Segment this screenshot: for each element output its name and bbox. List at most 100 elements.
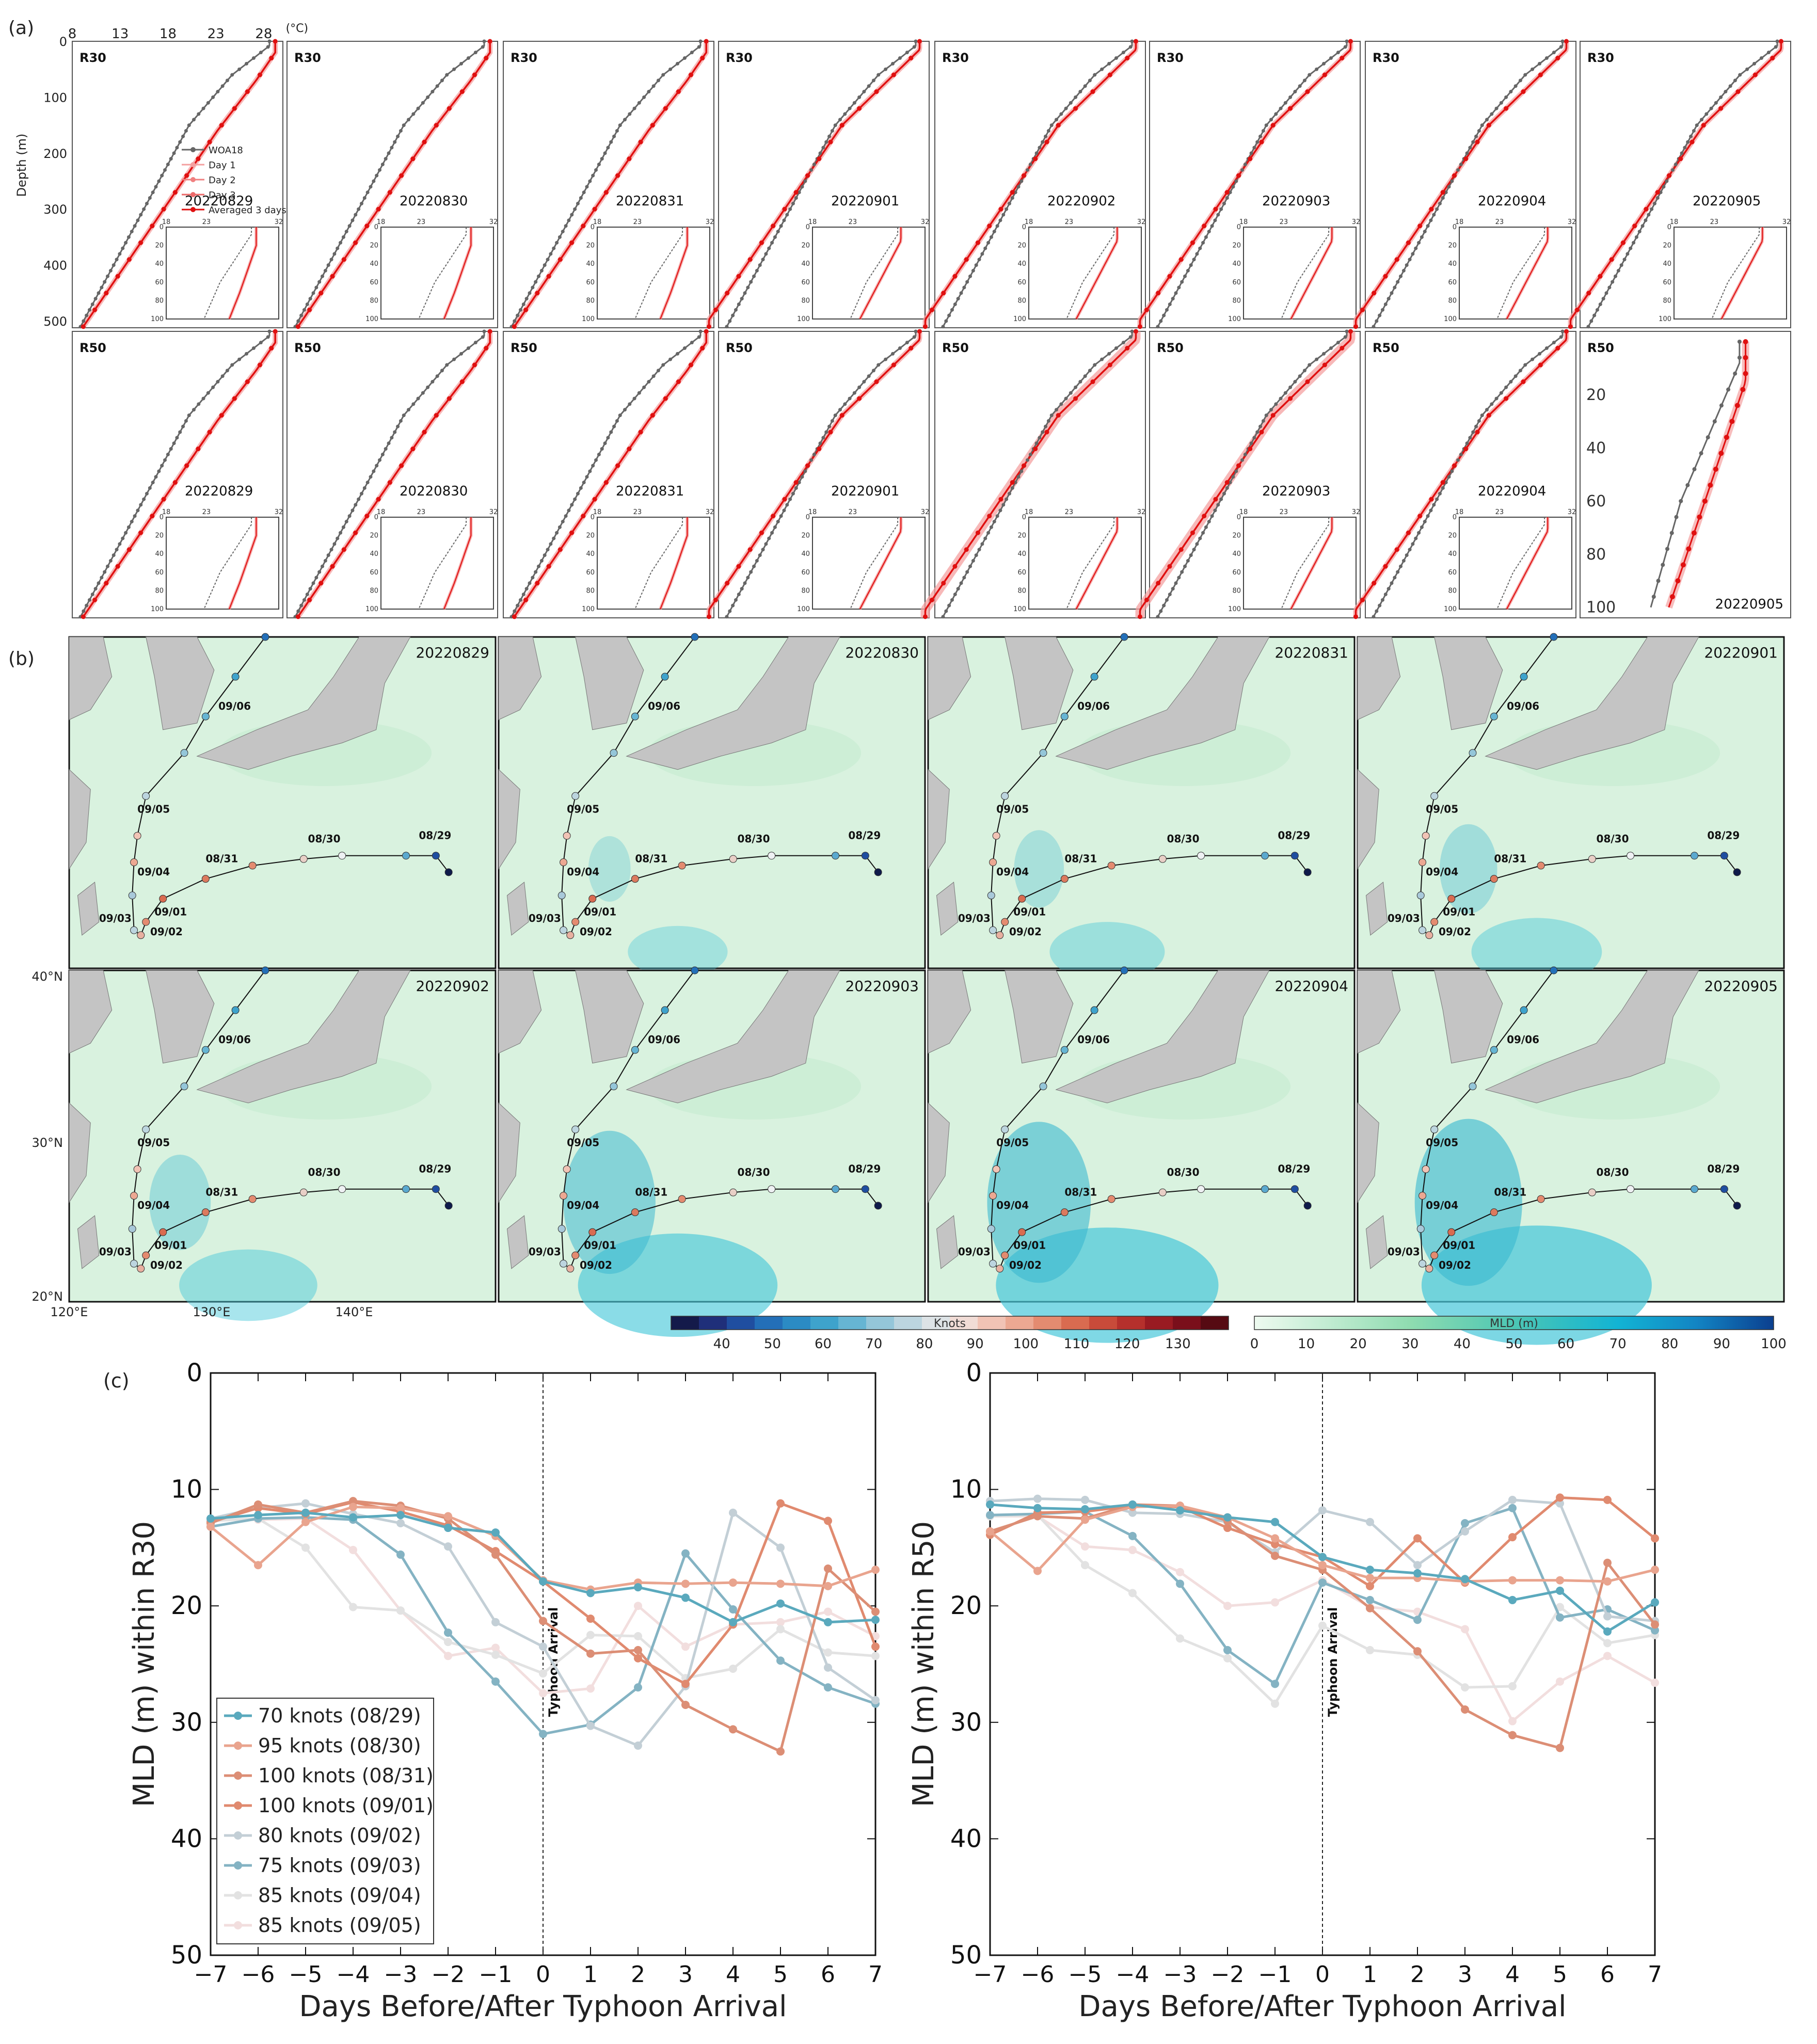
depth-tick-label: 300: [43, 202, 67, 217]
profile-row-label: R30: [1157, 51, 1184, 65]
series-point: [301, 1499, 310, 1508]
woa18-marker: [947, 313, 951, 317]
typhoon-arrival-annotation: Typhoon Arrival: [1326, 1607, 1340, 1717]
inset-depth-tick: 40: [801, 550, 810, 558]
woa18-marker: [87, 308, 91, 312]
averaged-marker: [592, 497, 597, 502]
woa18-marker: [1249, 441, 1253, 445]
zoom-depth-tick: 80: [1586, 546, 1606, 564]
series-point: [824, 1683, 832, 1692]
inset-depth-tick: 40: [1017, 550, 1026, 558]
typhoon-track-point: [557, 891, 566, 900]
typhoon-track-point: [261, 966, 269, 975]
woa18-marker: [557, 235, 562, 239]
woa18-marker: [600, 157, 604, 161]
typhoon-track-point: [1430, 918, 1439, 926]
woa18-marker: [411, 402, 416, 406]
y-tick-label: 50: [171, 1941, 202, 1970]
averaged-marker: [1586, 291, 1591, 296]
woa18-marker: [1156, 615, 1160, 619]
woa18-marker: [1019, 179, 1024, 183]
inset-woa18-line: [850, 517, 899, 610]
woa18-marker: [1049, 413, 1054, 418]
knots-colorbar-cell: [727, 1316, 755, 1330]
woa18-marker: [1093, 363, 1097, 367]
typhoon-track-point: [588, 1228, 597, 1236]
averaged-marker: [874, 379, 879, 385]
woa18-marker: [561, 520, 565, 524]
inset-averaged-line: [859, 227, 902, 320]
woa18-marker: [1513, 84, 1518, 88]
inset-depth-tick: 40: [155, 550, 164, 558]
legend-entry: 85 knots (09/04): [258, 1884, 421, 1907]
map-date: 20220831: [1274, 644, 1348, 661]
series-point: [539, 1617, 547, 1625]
typhoon-track-point: [1158, 1188, 1167, 1196]
woa18-marker: [431, 380, 435, 384]
x-axis-title: Days Before/After Typhoon Arrival: [299, 1990, 787, 2023]
woa18-marker: [1038, 146, 1042, 150]
woa18-marker: [518, 308, 522, 312]
typhoon-track-point: [1520, 673, 1528, 681]
series-point: [1176, 1506, 1184, 1515]
woa18-marker: [1114, 56, 1118, 60]
averaged-marker: [713, 597, 718, 602]
series-point: [1081, 1561, 1089, 1570]
woa18-marker: [1372, 615, 1376, 619]
woa18-marker: [567, 508, 571, 513]
averaged-marker: [581, 223, 586, 229]
woa18-marker: [791, 201, 795, 205]
woa18-marker: [1447, 475, 1451, 479]
series-group: [986, 1500, 1659, 1636]
woa18-marker: [1298, 374, 1302, 378]
averaged-marker: [1440, 190, 1445, 195]
land-taiwan: [77, 1215, 100, 1269]
woa18-marker: [1647, 213, 1651, 217]
averaged-marker: [434, 413, 439, 418]
woa18-marker: [950, 308, 954, 312]
inset-woa18-line: [1496, 227, 1545, 320]
woa18-marker: [1100, 67, 1104, 71]
series-point: [349, 1603, 357, 1611]
woa18-marker: [1252, 146, 1256, 150]
woa18-marker: [1210, 514, 1214, 518]
woa18-marker: [959, 581, 963, 585]
latitude-label: 40°N: [32, 969, 63, 984]
woa18-marker: [1662, 185, 1666, 189]
woa18-marker: [803, 179, 807, 183]
knots-colorbar-tick: 130: [1165, 1336, 1191, 1352]
series-point: [1223, 1646, 1232, 1654]
typhoon-track-point: [1422, 1165, 1430, 1173]
woa18-marker: [416, 106, 420, 110]
averaged-marker: [839, 413, 844, 418]
averaged-marker: [104, 291, 109, 296]
woa18-marker: [1408, 258, 1412, 262]
y-tick-label: 40: [171, 1824, 202, 1853]
series-point: [1128, 1531, 1137, 1540]
woa18-marker: [1695, 123, 1699, 127]
inset-averaged-line: [1076, 227, 1118, 320]
woa18-marker: [1216, 213, 1220, 217]
woa18-marker: [632, 396, 636, 401]
woa18-marker: [1219, 497, 1223, 501]
averaged-marker: [1073, 396, 1078, 401]
averaged-marker: [857, 106, 862, 111]
woa18-marker: [347, 514, 352, 518]
woa18-marker: [962, 285, 966, 290]
woa18-marker: [1210, 224, 1214, 228]
series-point: [1366, 1566, 1374, 1574]
track-date-label: 08/30: [308, 1166, 341, 1178]
series-point: [539, 1669, 547, 1678]
woa18-marker: [980, 542, 984, 546]
inset-depth-tick: 0: [591, 223, 595, 231]
woa18-marker: [809, 168, 814, 172]
woa18-marker: [977, 548, 981, 552]
profile-row-label: R50: [294, 341, 321, 355]
woa18-marker: [1007, 491, 1011, 496]
woa18-marker: [552, 536, 556, 540]
woa18-marker: [1518, 78, 1522, 83]
inset-depth-tick: 100: [365, 605, 378, 613]
series-point: [1556, 1603, 1564, 1611]
woa18-marker: [534, 570, 538, 574]
longitude-label: 130°E: [193, 1305, 231, 1319]
